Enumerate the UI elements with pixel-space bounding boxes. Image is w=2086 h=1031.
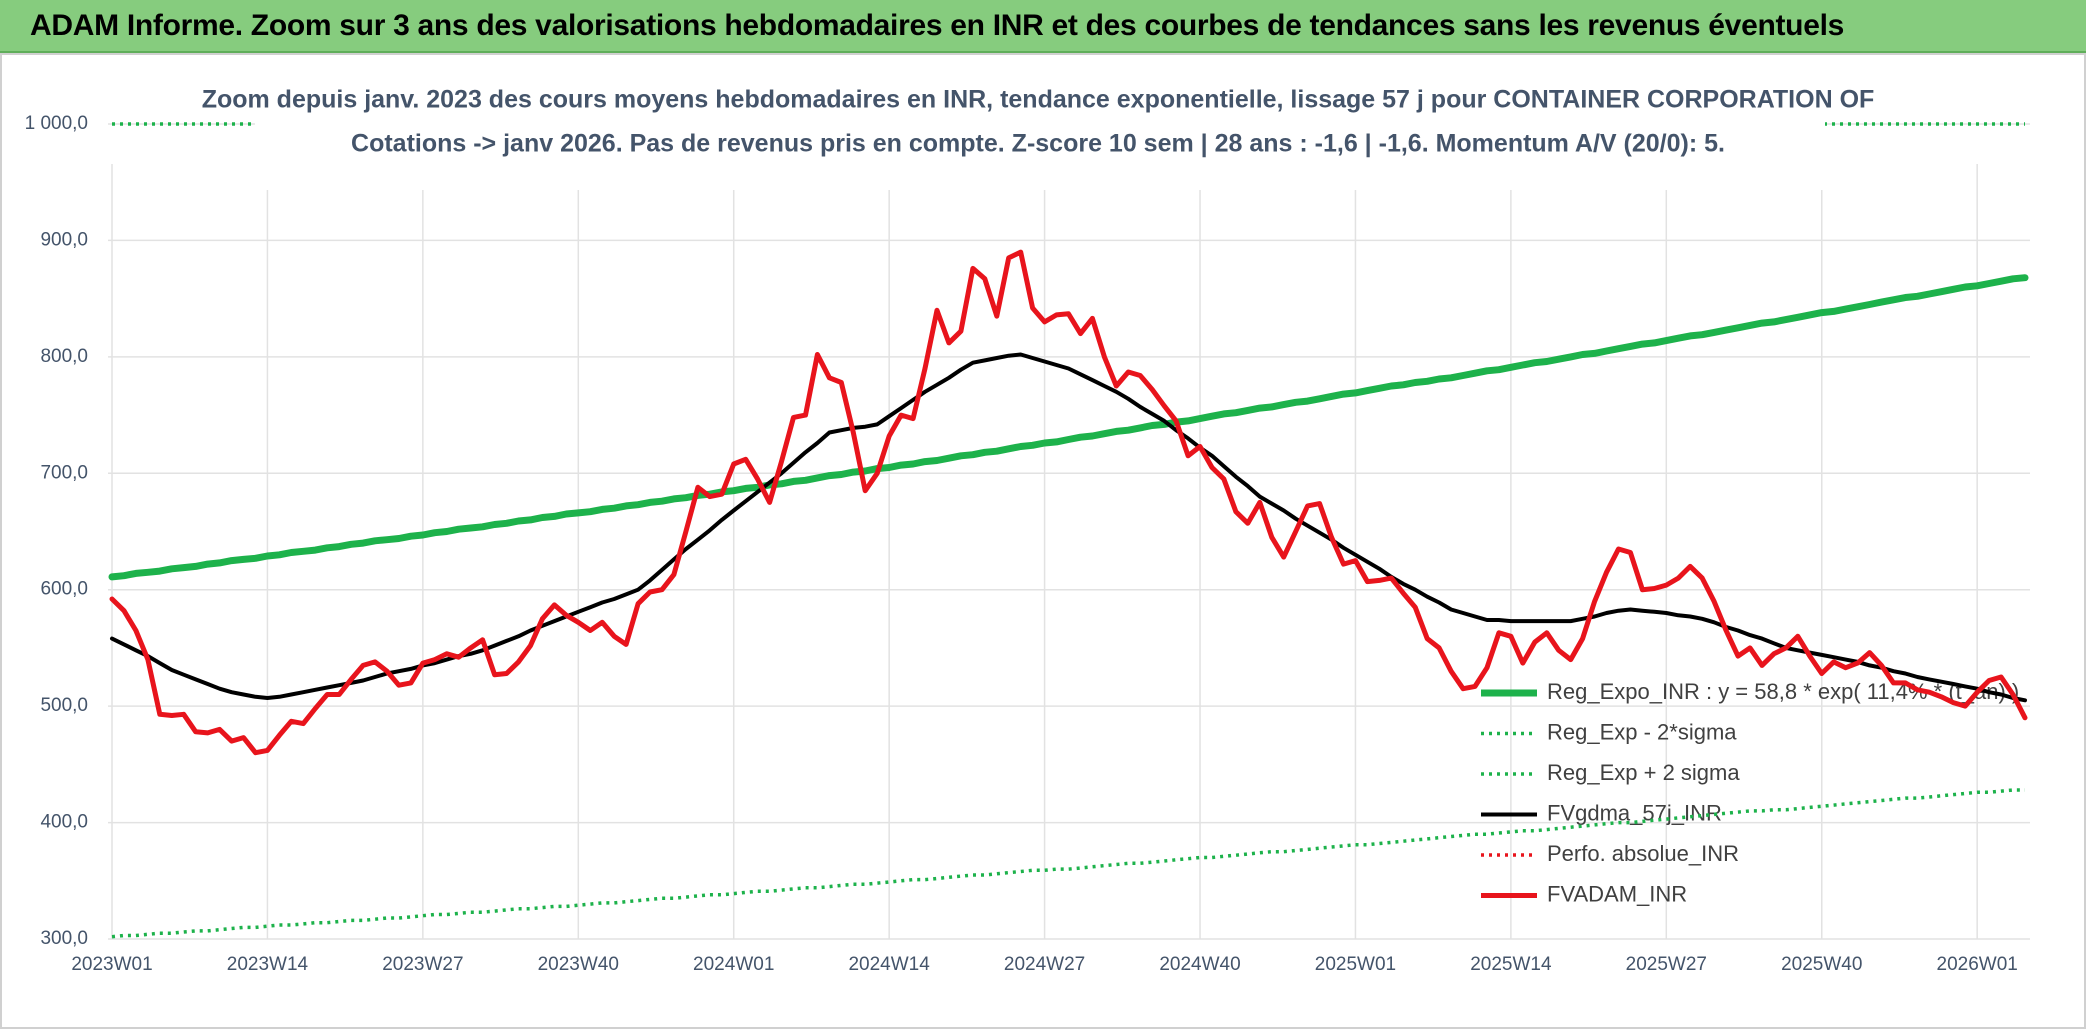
- title-box: [255, 75, 1825, 190]
- legend: Reg_Expo_INR : y = 58,8 * exp( 11,4% * (…: [1481, 679, 2019, 906]
- legend-label: FVADAM_INR: [1547, 881, 1687, 906]
- x-tick-label: 2024W14: [848, 954, 930, 975]
- x-tick-label: 2026W01: [1937, 954, 2018, 975]
- x-tick-label: 2023W27: [382, 954, 463, 975]
- chart-subtitle: Cotations -> janv 2026. Pas de revenus p…: [351, 130, 1725, 158]
- chart: 300,0 400,0 500,0 600,0 700,0 800,0 900,0 1 000…: [0, 53, 2086, 1029]
- y-tick-label: 800,0: [40, 346, 88, 367]
- y-tick-label: 1 000,0: [25, 113, 88, 134]
- chart-frame: [0, 53, 2086, 1029]
- x-tick-label: 2024W27: [1004, 954, 1085, 975]
- legend-label: Reg_Exp + 2 sigma: [1547, 760, 1740, 785]
- x-tick-label: 2025W14: [1470, 954, 1552, 975]
- series-line: [109, 249, 2028, 756]
- y-tick-label: 900,0: [40, 229, 88, 250]
- y-tick-label: 300,0: [40, 928, 88, 949]
- y-tick-label: 700,0: [40, 462, 88, 483]
- x-tick-label: 2023W14: [227, 954, 309, 975]
- x-tick-label: 2024W01: [693, 954, 774, 975]
- series-line: [111, 788, 2025, 939]
- y-tick-label: 400,0: [40, 812, 88, 833]
- grid: 300,0 400,0 500,0 600,0 700,0 800,0 900,0 1 000…: [25, 113, 2030, 975]
- legend-label: Reg_Exp - 2*sigma: [1547, 719, 1737, 744]
- legend-label: Perfo. absolue_INR: [1547, 841, 1739, 866]
- y-tick-label: 500,0: [40, 695, 88, 716]
- header-bar: ADAM Informe. Zoom sur 3 ans des valoris…: [0, 0, 2086, 53]
- x-tick-label: 2025W40: [1781, 954, 1862, 975]
- series-line: [108, 274, 2029, 581]
- x-tick-label: 2025W27: [1626, 954, 1707, 975]
- x-tick-label: 2023W01: [71, 954, 152, 975]
- chart-title: Zoom depuis janv. 2023 des cours moyens …: [202, 86, 1875, 114]
- x-tick-label: 2025W01: [1315, 954, 1396, 975]
- x-tick-label: 2023W40: [538, 954, 619, 975]
- series-line: [110, 352, 2027, 703]
- header-title: ADAM Informe. Zoom sur 3 ans des valoris…: [30, 9, 1844, 42]
- y-tick-label: 600,0: [40, 579, 88, 600]
- x-tick-label: 2024W40: [1159, 954, 1240, 975]
